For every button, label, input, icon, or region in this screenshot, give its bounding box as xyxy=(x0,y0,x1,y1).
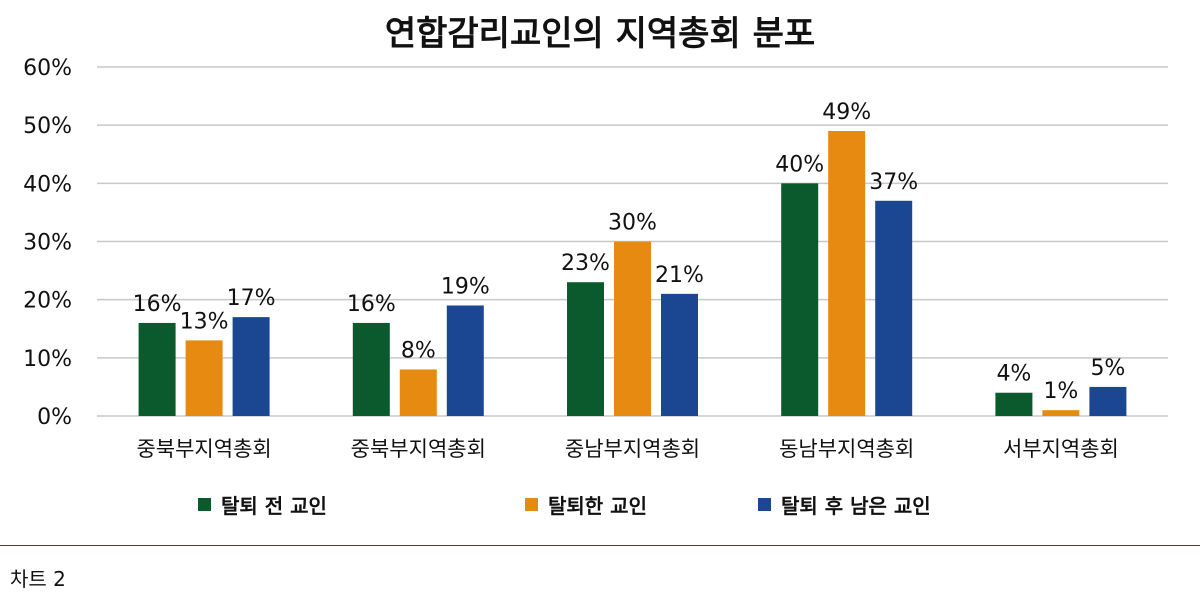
data-label: 17% xyxy=(227,286,276,311)
legend-item-1: 탈퇴한 교인 xyxy=(525,490,647,519)
legend-item-0: 탈퇴 전 교인 xyxy=(198,490,327,519)
bar-1-0 xyxy=(185,340,223,416)
data-label: 19% xyxy=(441,274,490,299)
data-label: 1% xyxy=(1043,379,1078,404)
y-tick-label: 40% xyxy=(23,172,72,197)
legend-swatch-2 xyxy=(758,498,771,511)
x-tick-label: 중북부지역총회 xyxy=(351,437,486,461)
legend-label-2: 탈퇴 후 남은 교인 xyxy=(781,494,931,518)
bar-0-2 xyxy=(567,282,604,416)
y-tick-label: 30% xyxy=(23,231,72,256)
bar-0-0 xyxy=(138,322,176,416)
x-tick-label: 서부지역총회 xyxy=(1003,437,1119,461)
bar-2-1 xyxy=(446,305,484,416)
bar-0-4 xyxy=(995,392,1033,416)
data-label: 8% xyxy=(401,338,436,363)
data-label: 13% xyxy=(180,309,229,334)
legend-swatch-1 xyxy=(525,498,538,511)
y-tick-label: 10% xyxy=(23,347,72,372)
data-label: 5% xyxy=(1090,356,1125,381)
y-tick-label: 60% xyxy=(23,56,72,81)
chart-title: 연합감리교인의 지역총회 분포 xyxy=(384,14,816,54)
x-tick-label: 동남부지역총회 xyxy=(779,437,914,461)
bar-1-1 xyxy=(399,369,437,416)
bar-chart: 0%10%20%30%40%50%60%16%13%17%중북부지역총회16%8… xyxy=(23,56,1168,461)
bar-1-4 xyxy=(1042,410,1080,416)
y-tick-label: 0% xyxy=(37,405,72,430)
data-label: 30% xyxy=(608,211,657,236)
chart-caption: 차트 2 xyxy=(10,567,66,591)
bar-0-1 xyxy=(352,322,390,416)
bar-2-0 xyxy=(232,317,270,416)
data-label: 40% xyxy=(775,152,824,177)
bar-1-2 xyxy=(614,241,651,416)
legend-item-2: 탈퇴 후 남은 교인 xyxy=(758,490,931,519)
y-tick-label: 50% xyxy=(23,114,72,139)
data-label: 21% xyxy=(655,263,704,288)
legend: 탈퇴 전 교인 탈퇴한 교인 탈퇴 후 남은 교인 xyxy=(0,490,1200,522)
data-label: 49% xyxy=(822,100,871,125)
data-label: 37% xyxy=(869,170,918,195)
legend-label-1: 탈퇴한 교인 xyxy=(548,494,647,518)
bar-0-3 xyxy=(781,183,819,416)
data-label: 23% xyxy=(561,251,610,276)
bar-2-3 xyxy=(875,200,913,416)
x-tick-label: 중북부지역총회 xyxy=(136,437,271,461)
bar-2-4 xyxy=(1089,386,1127,416)
y-tick-label: 20% xyxy=(23,289,72,314)
x-tick-label: 중남부지역총회 xyxy=(565,437,700,461)
divider xyxy=(0,545,1200,546)
bar-1-3 xyxy=(828,130,866,416)
data-label: 4% xyxy=(996,362,1031,387)
data-label: 16% xyxy=(347,292,396,317)
data-label: 16% xyxy=(133,292,182,317)
bar-2-2 xyxy=(661,293,698,416)
legend-swatch-0 xyxy=(198,498,211,511)
legend-label-0: 탈퇴 전 교인 xyxy=(221,494,327,518)
